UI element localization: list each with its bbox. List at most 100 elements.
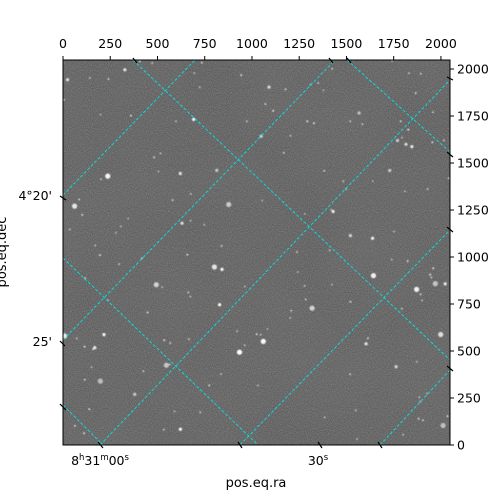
ra-tick-seconds-unit-2: s bbox=[324, 453, 329, 463]
star bbox=[322, 89, 325, 92]
right-y-tick-label: 1750 bbox=[457, 109, 489, 124]
right-y-tick-label: 250 bbox=[457, 391, 481, 406]
star bbox=[402, 433, 404, 436]
star bbox=[171, 199, 174, 202]
star bbox=[236, 330, 239, 333]
top-x-tick-label: 2000 bbox=[425, 36, 457, 51]
star bbox=[304, 298, 307, 301]
star bbox=[431, 141, 434, 144]
star bbox=[107, 78, 110, 80]
star bbox=[161, 286, 164, 289]
star bbox=[323, 416, 326, 419]
world-tick-marks bbox=[59, 57, 454, 449]
star bbox=[348, 234, 352, 238]
ra-tick-label-1: 8h31m00s bbox=[71, 453, 129, 468]
star bbox=[256, 384, 259, 387]
star bbox=[400, 307, 403, 310]
star bbox=[260, 338, 266, 344]
right-y-tick-label: 2000 bbox=[457, 62, 489, 77]
star bbox=[99, 254, 101, 256]
star bbox=[168, 363, 171, 366]
star bbox=[93, 346, 97, 350]
star bbox=[317, 82, 320, 84]
star bbox=[218, 303, 222, 307]
star bbox=[88, 408, 91, 411]
star bbox=[187, 291, 190, 294]
star bbox=[243, 344, 246, 347]
grid-line bbox=[63, 60, 196, 196]
star bbox=[345, 188, 347, 191]
star bbox=[354, 409, 357, 412]
star bbox=[130, 114, 132, 117]
star bbox=[169, 342, 172, 344]
grid-line bbox=[239, 229, 450, 445]
star bbox=[188, 338, 190, 340]
star bbox=[173, 410, 176, 413]
star bbox=[401, 136, 403, 139]
star bbox=[364, 342, 368, 346]
right-y-tick-label: 0 bbox=[457, 438, 465, 453]
top-x-ticks: 0 250 500 750 1000 1250 1500 1750 2000 bbox=[59, 36, 457, 60]
star bbox=[306, 120, 309, 123]
star bbox=[331, 283, 333, 286]
star bbox=[391, 60, 393, 62]
star bbox=[75, 337, 78, 340]
star bbox=[309, 305, 315, 311]
dec-tick-label-2: 25' bbox=[33, 334, 52, 349]
star bbox=[264, 103, 267, 105]
star bbox=[446, 415, 449, 418]
star bbox=[432, 111, 434, 113]
ra-tick-minutes: 31 bbox=[84, 453, 100, 468]
star bbox=[414, 286, 420, 292]
top-x-tick-label: 500 bbox=[146, 36, 170, 51]
star bbox=[163, 339, 166, 341]
star bbox=[102, 333, 106, 337]
top-x-tick-label: 1000 bbox=[236, 36, 268, 51]
coordinate-grid bbox=[63, 60, 450, 445]
star bbox=[331, 67, 334, 70]
star bbox=[78, 198, 81, 201]
star bbox=[443, 139, 445, 142]
star bbox=[440, 422, 446, 429]
star bbox=[289, 317, 292, 319]
star bbox=[259, 333, 262, 336]
star bbox=[443, 282, 447, 286]
star bbox=[199, 411, 202, 414]
sky-image bbox=[63, 60, 450, 445]
grid-line bbox=[63, 257, 259, 445]
ra-tick-minutes-unit: m bbox=[100, 453, 108, 463]
star bbox=[296, 271, 299, 273]
grid-line bbox=[99, 79, 450, 445]
star bbox=[349, 373, 351, 376]
star bbox=[198, 86, 201, 89]
grid-line bbox=[63, 60, 336, 341]
star bbox=[399, 120, 402, 123]
star bbox=[419, 293, 422, 296]
star bbox=[421, 299, 423, 302]
star bbox=[415, 360, 418, 363]
star bbox=[395, 138, 400, 143]
star bbox=[83, 378, 86, 381]
star bbox=[220, 373, 223, 375]
star bbox=[361, 123, 364, 126]
star bbox=[272, 109, 275, 112]
star bbox=[404, 190, 406, 193]
right-y-ticks: 0 250 500 750 1000 1250 1500 1750 2000 bbox=[450, 62, 489, 453]
star bbox=[65, 78, 70, 82]
right-y-tick-label: 750 bbox=[457, 297, 481, 312]
ra-axis-label: pos.eq.ra bbox=[226, 476, 287, 491]
star bbox=[215, 168, 219, 172]
star bbox=[407, 128, 410, 131]
star bbox=[100, 178, 102, 181]
star bbox=[429, 273, 431, 276]
star bbox=[342, 180, 345, 183]
star bbox=[447, 177, 450, 180]
star bbox=[157, 170, 160, 173]
star bbox=[367, 337, 369, 340]
dec-axis-label: pos.eq.dec bbox=[0, 217, 10, 288]
star bbox=[267, 85, 271, 89]
star bbox=[83, 432, 85, 435]
grid-line bbox=[132, 60, 450, 361]
star bbox=[240, 74, 243, 77]
star bbox=[404, 142, 408, 146]
